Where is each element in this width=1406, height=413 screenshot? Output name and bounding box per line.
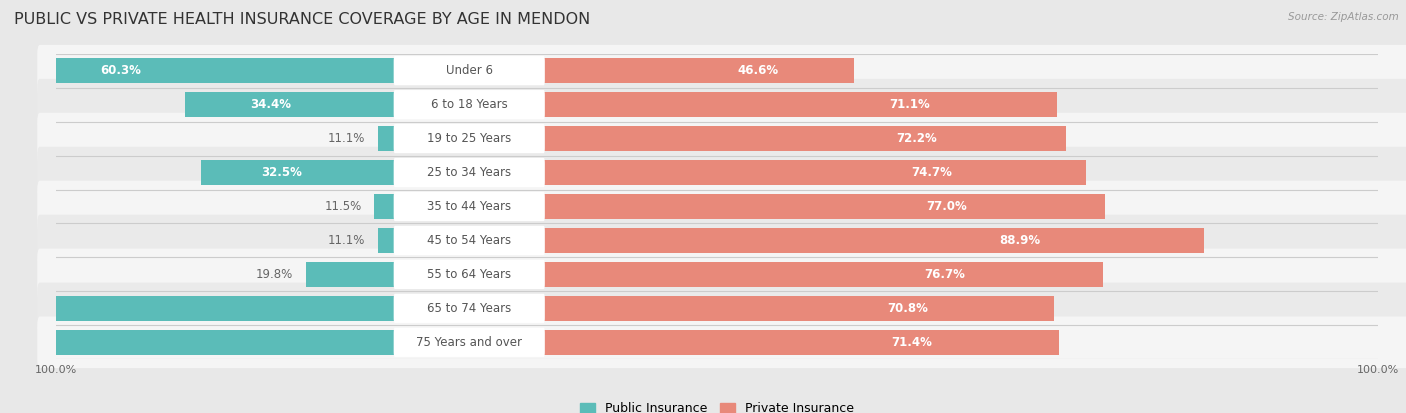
Bar <box>470 126 1066 151</box>
FancyBboxPatch shape <box>37 316 1406 368</box>
Text: 70.8%: 70.8% <box>887 302 928 315</box>
Text: 34.4%: 34.4% <box>250 98 291 111</box>
FancyBboxPatch shape <box>37 113 1406 164</box>
Text: 25 to 34 Years: 25 to 34 Years <box>427 166 512 179</box>
Text: 71.4%: 71.4% <box>891 336 932 349</box>
Bar <box>378 228 470 253</box>
Text: 77.0%: 77.0% <box>927 200 967 213</box>
Bar <box>0 296 470 320</box>
Text: 75 Years and over: 75 Years and over <box>416 336 522 349</box>
Text: 46.6%: 46.6% <box>737 64 779 77</box>
FancyBboxPatch shape <box>37 282 1406 334</box>
Text: 6 to 18 Years: 6 to 18 Years <box>430 98 508 111</box>
Legend: Public Insurance, Private Insurance: Public Insurance, Private Insurance <box>575 397 859 413</box>
Text: 11.1%: 11.1% <box>328 234 366 247</box>
Text: 60.3%: 60.3% <box>100 64 141 77</box>
FancyBboxPatch shape <box>37 79 1406 131</box>
Text: 35 to 44 Years: 35 to 44 Years <box>427 200 512 213</box>
FancyBboxPatch shape <box>37 147 1406 198</box>
Text: 45 to 54 Years: 45 to 54 Years <box>427 234 512 247</box>
FancyBboxPatch shape <box>37 181 1406 232</box>
Bar <box>470 93 1056 117</box>
Text: 55 to 64 Years: 55 to 64 Years <box>427 268 512 281</box>
Text: 11.1%: 11.1% <box>328 132 366 145</box>
Text: 19.8%: 19.8% <box>256 268 294 281</box>
FancyBboxPatch shape <box>394 124 546 153</box>
FancyBboxPatch shape <box>394 260 546 289</box>
FancyBboxPatch shape <box>37 45 1406 97</box>
Text: 32.5%: 32.5% <box>262 166 302 179</box>
Text: PUBLIC VS PRIVATE HEALTH INSURANCE COVERAGE BY AGE IN MENDON: PUBLIC VS PRIVATE HEALTH INSURANCE COVER… <box>14 12 591 27</box>
FancyBboxPatch shape <box>394 192 546 221</box>
Text: 74.7%: 74.7% <box>911 166 952 179</box>
Bar <box>0 59 470 83</box>
Bar <box>305 262 470 287</box>
Text: 76.7%: 76.7% <box>924 268 965 281</box>
FancyBboxPatch shape <box>394 56 546 85</box>
Bar <box>470 160 1087 185</box>
Bar <box>378 126 470 151</box>
Text: 72.2%: 72.2% <box>896 132 936 145</box>
Text: 11.5%: 11.5% <box>325 200 361 213</box>
Bar <box>374 194 470 219</box>
Bar <box>470 330 1059 354</box>
Bar <box>186 93 470 117</box>
Bar <box>0 330 470 354</box>
Text: Under 6: Under 6 <box>446 64 492 77</box>
Text: 88.9%: 88.9% <box>1000 234 1040 247</box>
FancyBboxPatch shape <box>394 158 546 187</box>
FancyBboxPatch shape <box>37 249 1406 300</box>
Text: 71.1%: 71.1% <box>890 98 931 111</box>
Bar <box>470 194 1105 219</box>
Text: 65 to 74 Years: 65 to 74 Years <box>427 302 512 315</box>
Bar <box>201 160 470 185</box>
FancyBboxPatch shape <box>394 226 546 255</box>
Bar <box>470 262 1102 287</box>
Text: 19 to 25 Years: 19 to 25 Years <box>427 132 512 145</box>
Bar <box>470 296 1054 320</box>
Bar <box>470 228 1204 253</box>
FancyBboxPatch shape <box>394 294 546 323</box>
FancyBboxPatch shape <box>394 90 546 119</box>
Bar <box>470 59 855 83</box>
FancyBboxPatch shape <box>394 328 546 357</box>
Text: Source: ZipAtlas.com: Source: ZipAtlas.com <box>1288 12 1399 22</box>
FancyBboxPatch shape <box>37 215 1406 266</box>
